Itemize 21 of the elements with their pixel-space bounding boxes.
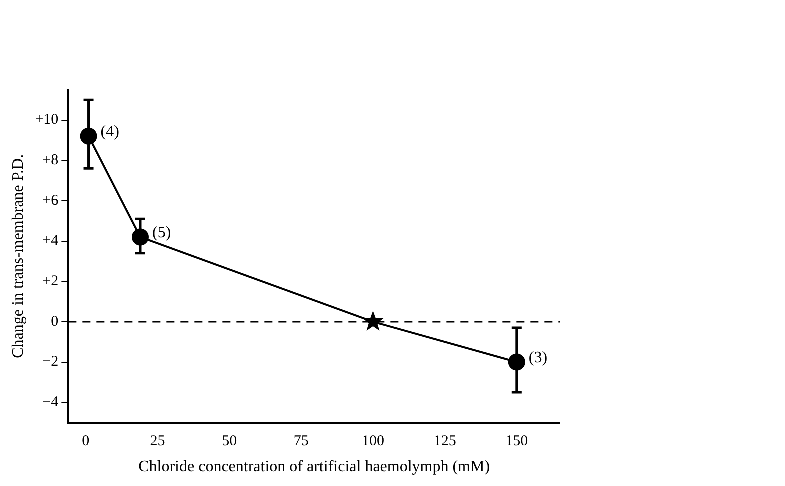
annotation: (4): [100, 124, 120, 141]
x-tick-label: 50: [222, 434, 238, 450]
point: [362, 310, 384, 331]
x-tick-label: 25: [150, 434, 166, 450]
y-tick-label: 0: [51, 314, 59, 330]
x-tick-label: 75: [294, 434, 309, 450]
y-tick-label: +6: [42, 192, 60, 209]
y-tick-label: −4: [42, 394, 60, 411]
annotation: (3): [528, 349, 548, 366]
y-tick-label: +10: [35, 112, 59, 128]
x-axis-title: Chloride concentration of artificial haemolymph (mM): [138, 458, 490, 476]
annotation: (5): [152, 224, 172, 242]
x-tick-label: 125: [434, 434, 456, 450]
x-tick-label: 0: [82, 434, 90, 450]
y-tick-label: +8: [42, 152, 59, 169]
y-tick-label: +2: [42, 274, 59, 290]
y-tick-label: +4: [42, 233, 60, 250]
y-tick-label: −2: [42, 354, 59, 370]
x-tick-label: 150: [506, 434, 528, 450]
y-axis-title: Change in trans-membrane P.D.: [10, 154, 27, 358]
x-tick-label: 100: [362, 434, 384, 450]
